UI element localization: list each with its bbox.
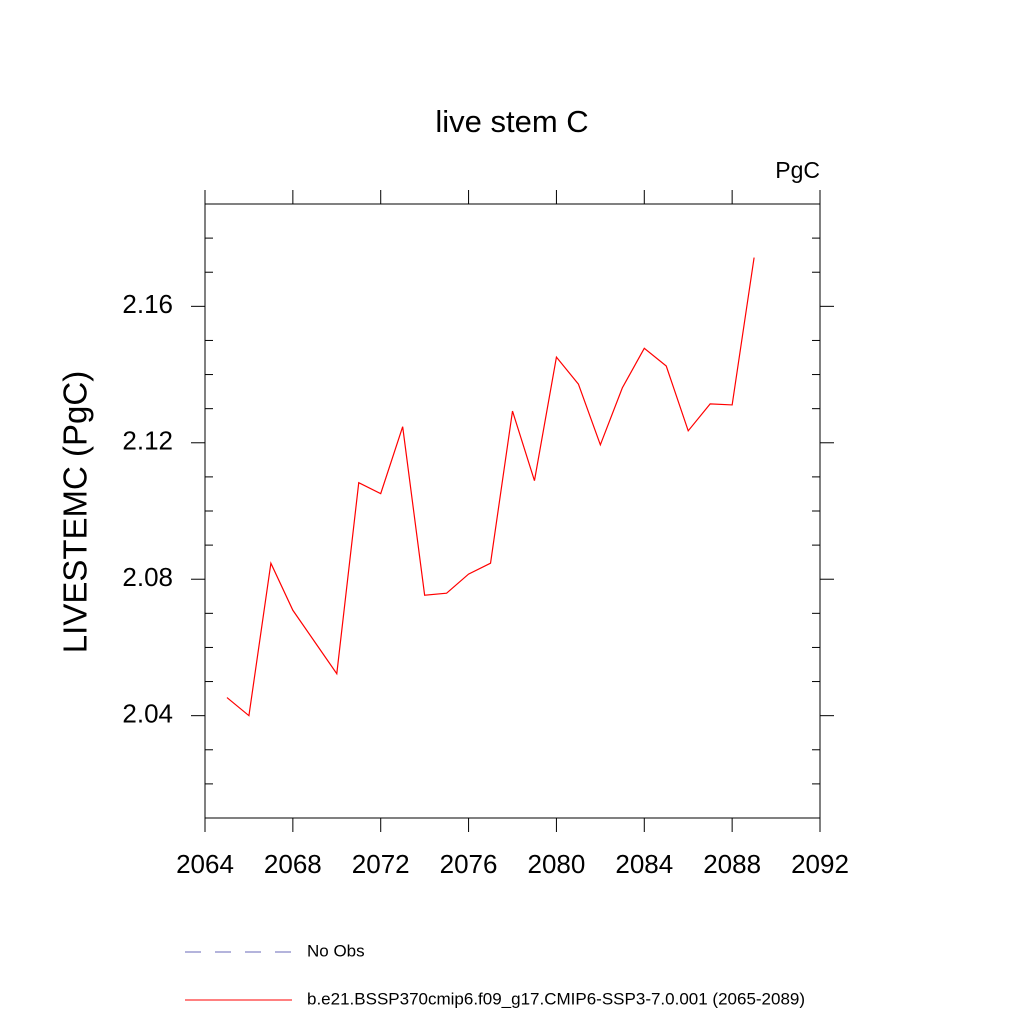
units-label: PgC — [775, 157, 820, 183]
y-tick-label: 2.04 — [122, 699, 173, 729]
legend-label: No Obs — [307, 941, 365, 960]
y-tick-label: 2.08 — [122, 562, 173, 592]
x-tick-label: 2088 — [703, 849, 761, 879]
x-tick-label: 2072 — [352, 849, 410, 879]
x-tick-label: 2076 — [440, 849, 498, 879]
y-tick-label: 2.16 — [122, 289, 173, 319]
plot-frame — [204, 203, 821, 819]
chart-title: live stem C — [435, 104, 588, 139]
x-tick-label: 2068 — [264, 849, 322, 879]
y-tick-label: 2.12 — [122, 426, 173, 456]
data-line — [226, 257, 755, 717]
x-tick-label: 2092 — [791, 849, 849, 879]
y-axis-label: LIVESTEMC (PgC) — [57, 371, 94, 653]
x-tick-label: 2080 — [528, 849, 586, 879]
x-tick-label: 2084 — [615, 849, 673, 879]
x-tick-label: 2064 — [176, 849, 234, 879]
legend-label: b.e21.BSSP370cmip6.f09_g17.CMIP6-SSP3-7.… — [307, 989, 805, 1008]
